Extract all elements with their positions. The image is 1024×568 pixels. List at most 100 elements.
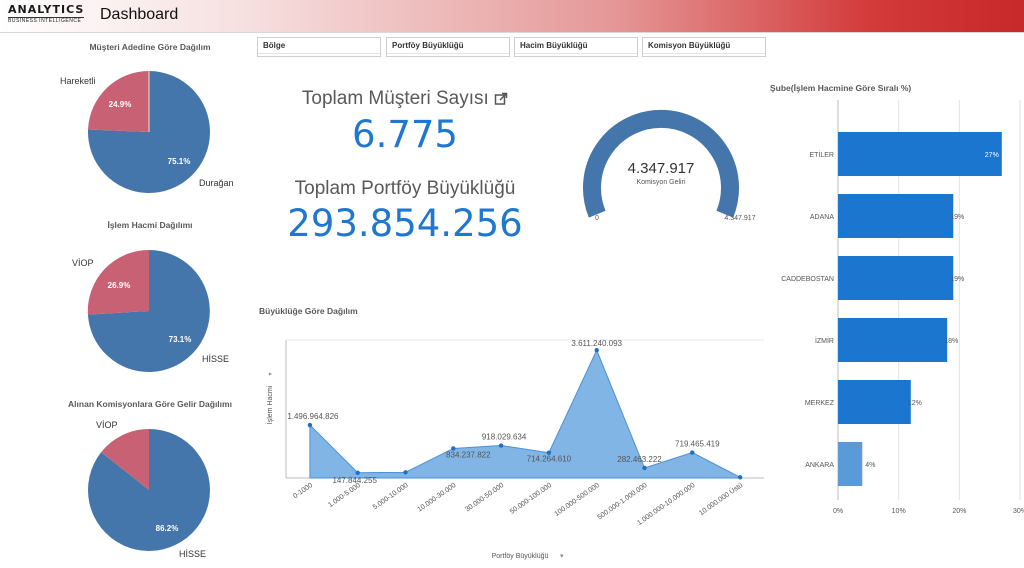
pie-value-label: 24.9%	[109, 100, 132, 109]
filter-hacim-buyuklugu[interactable]: Hacim Büyüklüğü	[514, 37, 638, 57]
filter-label: Komisyon Büyüklüğü	[648, 41, 731, 50]
area-data-label: 834.237.822	[446, 450, 491, 459]
area-data-label: 918.029.634	[482, 433, 527, 442]
pie-category-label: Hareketli	[60, 76, 96, 86]
area-chart-title: Büyüklüğe Göre Dağılım	[259, 306, 358, 316]
area-series-fill[interactable]	[309, 348, 741, 479]
area-data-label: 3.611.240.093	[571, 339, 622, 348]
area-data-point[interactable]	[594, 348, 599, 353]
area-data-label: 719.465.419	[675, 440, 720, 449]
pie-chart-komisyon[interactable]: 86.2% VİOP HİSSE	[40, 415, 250, 565]
filter-portfoy-buyuklugu[interactable]: Portföy Büyüklüğü	[386, 37, 510, 57]
bar-rect[interactable]	[838, 380, 911, 424]
pie-slice-hareketli[interactable]	[88, 71, 149, 132]
filter-bolge[interactable]: Bölge	[257, 37, 381, 57]
kpi-portfolio-value: 293.854.256	[287, 202, 523, 245]
pie-category-label: HİSSE	[179, 549, 206, 559]
analytics-logo: ANALYTICS BUSINESS INTELLIGENCE	[8, 4, 88, 28]
area-data-point[interactable]	[355, 470, 360, 475]
pie-slice-hisse[interactable]	[87, 250, 210, 372]
area-x-tick-label: 10.000.000 Üstü	[698, 481, 745, 517]
area-data-label: 1.496.964.826	[287, 412, 339, 421]
bar-rect[interactable]	[838, 442, 863, 486]
kpi-portfolio-label: Toplam Portföy Büyüklüğü	[294, 178, 516, 199]
gauge-label: Komisyon Geliri	[636, 179, 685, 186]
area-chart[interactable]: 1.496.964.826 147.844.255 834.237.822 918.0…	[258, 330, 768, 565]
area-x-tick-label: 100.000-500.000	[553, 482, 600, 518]
gauge-max: 4.347.917	[724, 215, 755, 222]
pie-slice-hisse[interactable]	[87, 429, 210, 551]
external-link-icon[interactable]	[494, 92, 508, 106]
bar-x-tick-label: 20%	[952, 508, 966, 515]
area-data-label: 714.264.610	[527, 455, 572, 464]
bar-category-label: İZMİR	[815, 336, 834, 345]
area-data-label: 282.463.222	[617, 455, 662, 464]
pie-slice-durağan[interactable]	[87, 71, 210, 194]
bar-x-tick-label: 10%	[892, 508, 906, 515]
top-bar: ANALYTICS BUSINESS INTELLIGENCE Dashboar…	[0, 0, 1024, 33]
area-data-point[interactable]	[642, 465, 647, 471]
page-title: Dashboard	[100, 6, 179, 23]
area-data-point[interactable]	[451, 446, 456, 451]
bar-category-label: CADDEBOSTAN	[781, 276, 834, 283]
bar-category-label: ANKARA	[805, 462, 834, 469]
area-data-point[interactable]	[546, 450, 552, 455]
area-x-tick-label: 50.000-100.000	[509, 482, 553, 516]
area-x-tick-label: 30.000-50.000	[464, 482, 505, 514]
bar-value-label: 19%	[950, 276, 964, 283]
bar-value-label: 18%	[944, 338, 958, 345]
pie-value-label: 26.9%	[108, 281, 131, 290]
bar-rect[interactable]	[838, 256, 954, 300]
area-data-labels: 1.496.964.826 147.844.255 834.237.822 918.0…	[287, 339, 720, 485]
area-data-label: 147.844.255	[332, 476, 377, 485]
pie-chart-islem-hacmi[interactable]: 26.9% 73.1% VİOP HİSSE	[40, 245, 250, 375]
area-data-point[interactable]	[307, 422, 313, 428]
filter-label: Portföy Büyüklüğü	[392, 41, 464, 50]
area-x-ticks: 0-1000 1.000-5.000 5.000-10.000 10.000-30.0…	[292, 481, 744, 527]
pie-title-musteri: Müşteri Adedine Göre Dağılım	[89, 42, 211, 52]
bar-value-label: 12%	[908, 400, 922, 407]
area-y-axis-sort-icon[interactable]: ▾	[268, 372, 274, 375]
pie-value-label: 75.1%	[168, 157, 191, 166]
pie-slice-viop[interactable]	[101, 429, 149, 490]
pie-title-komisyon: Alınan Komisyonlara Göre Gelir Dağılımı	[68, 399, 232, 409]
area-x-tick-label: 5.000-10.000	[372, 482, 410, 511]
pie-value-label: 73.1%	[169, 335, 192, 344]
kpi-customers-label: Toplam Müşteri Sayısı	[270, 88, 540, 110]
area-data-point[interactable]	[737, 475, 743, 480]
pie-category-label: HİSSE	[202, 354, 229, 364]
area-data-point[interactable]	[690, 450, 695, 455]
pie-title-islem-hacmi: İşlem Hacmi Dağılımı	[107, 220, 193, 230]
bar-x-tick-label: 0%	[833, 508, 843, 515]
area-x-axis-label: Portföy Büyüklüğü	[492, 553, 549, 560]
bar-category-label: MERKEZ	[805, 400, 835, 407]
pie-chart-musteri[interactable]: 24.9% 75.1% Hareketli Durağan	[40, 60, 250, 200]
bar-chart[interactable]: 0% 10% 20% 30% ETİLER 27% ADANA 19% CADDEBOSTAN 1…	[770, 100, 1024, 520]
bar-chart-title: Şube(İşlem Hacmine Göre Sıralı %)	[770, 83, 912, 93]
area-x-tick-label: 10.000-30.000	[416, 482, 457, 514]
kpi-customers-value: 6.775	[352, 113, 458, 156]
area-x-tick-label: 0-1000	[292, 482, 314, 500]
area-points	[307, 348, 743, 480]
area-y-axis-label: İşlem Hacmi	[265, 385, 274, 424]
pie-slice-viop[interactable]	[87, 249, 149, 315]
filter-label: Bölge	[263, 41, 286, 50]
bar-value-label: 19%	[950, 214, 964, 221]
gauge-komisyon[interactable]: 4.347.917 Komisyon Geliri 0 4.347.917	[580, 90, 770, 230]
pie-category-label: VİOP	[72, 258, 94, 268]
bar-labels: 0% 10% 20% 30% ETİLER 27% ADANA 19% CADDEBOSTAN 1…	[781, 150, 1024, 515]
logo-main-text: ANALYTICS	[8, 3, 85, 16]
area-data-point[interactable]	[498, 443, 504, 448]
bar-x-tick-label: 30%	[1013, 508, 1024, 515]
bar-rect[interactable]	[838, 194, 954, 238]
filter-label: Hacim Büyüklüğü	[520, 41, 588, 50]
area-data-point[interactable]	[403, 470, 408, 475]
bar-rect[interactable]	[838, 132, 1002, 176]
gauge-min: 0	[595, 215, 599, 222]
bar-rect[interactable]	[838, 318, 948, 362]
area-x-axis-sort-icon[interactable]: ▾	[560, 553, 564, 560]
gauge-fill	[583, 109, 739, 218]
pie-category-label: Durağan	[199, 178, 234, 188]
logo-sub-text: BUSINESS INTELLIGENCE	[8, 18, 82, 24]
filter-komisyon-buyuklugu[interactable]: Komisyon Büyüklüğü	[642, 37, 766, 57]
